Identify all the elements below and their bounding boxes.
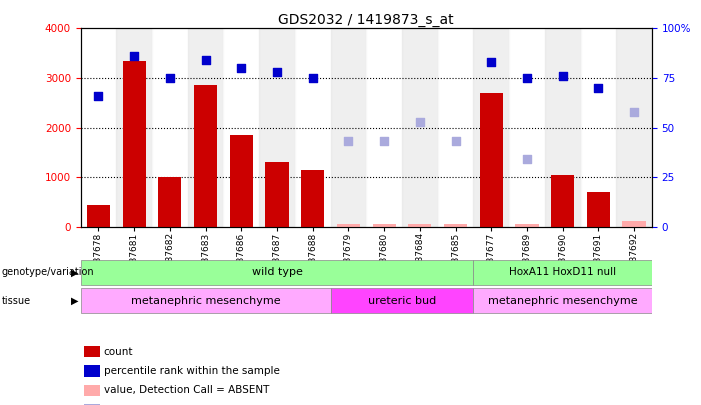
Text: ▶: ▶ xyxy=(71,296,79,306)
Point xyxy=(450,138,461,145)
Bar xyxy=(545,28,580,227)
Bar xyxy=(616,28,652,227)
Bar xyxy=(509,28,545,227)
Bar xyxy=(158,177,182,227)
Title: GDS2032 / 1419873_s_at: GDS2032 / 1419873_s_at xyxy=(278,13,454,27)
Text: genotype/variation: genotype/variation xyxy=(1,267,94,277)
Point xyxy=(522,156,533,162)
Bar xyxy=(408,224,431,227)
Point xyxy=(379,138,390,145)
Bar xyxy=(259,28,295,227)
Point xyxy=(522,75,533,81)
Bar xyxy=(479,93,503,227)
Bar xyxy=(81,28,116,227)
Point xyxy=(200,57,211,63)
Bar xyxy=(473,288,652,313)
Point xyxy=(164,75,175,81)
Bar xyxy=(437,28,473,227)
Bar xyxy=(152,28,188,227)
Bar xyxy=(336,224,360,227)
Bar xyxy=(87,205,110,227)
Point xyxy=(271,69,283,75)
Text: wild type: wild type xyxy=(252,267,302,277)
Text: count: count xyxy=(104,347,133,356)
Bar xyxy=(551,175,574,227)
Point xyxy=(343,138,354,145)
Point xyxy=(93,93,104,99)
Text: value, Detection Call = ABSENT: value, Detection Call = ABSENT xyxy=(104,386,269,395)
Bar xyxy=(587,192,610,227)
Point xyxy=(128,53,139,60)
Bar xyxy=(224,28,259,227)
Bar xyxy=(116,28,152,227)
Bar xyxy=(301,170,325,227)
Text: tissue: tissue xyxy=(1,296,31,306)
Bar xyxy=(580,28,616,227)
Bar xyxy=(473,28,509,227)
Bar xyxy=(515,224,538,227)
Text: ureteric bud: ureteric bud xyxy=(368,296,436,306)
Point xyxy=(593,85,604,91)
Bar xyxy=(81,288,331,313)
Bar xyxy=(444,224,467,227)
Text: metanephric mesenchyme: metanephric mesenchyme xyxy=(131,296,280,306)
Bar xyxy=(81,260,473,285)
Text: percentile rank within the sample: percentile rank within the sample xyxy=(104,366,280,376)
Bar xyxy=(372,224,396,227)
Point xyxy=(236,65,247,71)
Bar xyxy=(473,260,652,285)
Point xyxy=(307,75,318,81)
Bar xyxy=(402,28,437,227)
Text: HoxA11 HoxD11 null: HoxA11 HoxD11 null xyxy=(509,267,616,277)
Bar xyxy=(367,28,402,227)
Point xyxy=(629,109,640,115)
Bar xyxy=(331,28,367,227)
Point xyxy=(557,73,569,79)
Point xyxy=(486,59,497,65)
Text: metanephric mesenchyme: metanephric mesenchyme xyxy=(488,296,637,306)
Bar xyxy=(622,221,646,227)
Bar xyxy=(230,135,253,227)
Bar xyxy=(295,28,331,227)
Bar xyxy=(331,288,473,313)
Text: ▶: ▶ xyxy=(71,267,79,277)
Bar xyxy=(194,85,217,227)
Bar xyxy=(123,61,146,227)
Point xyxy=(414,118,426,125)
Bar xyxy=(188,28,224,227)
Bar xyxy=(266,162,289,227)
